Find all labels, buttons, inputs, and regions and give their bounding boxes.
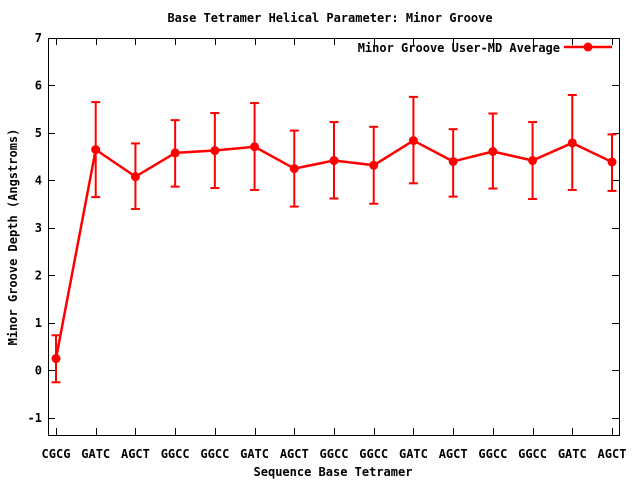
- data-point: [607, 157, 617, 167]
- x-tick-label: GATC: [240, 447, 269, 461]
- data-point: [448, 156, 458, 166]
- data-point: [51, 354, 61, 364]
- y-tick-label: 7: [35, 31, 42, 45]
- x-tick-label: GGCC: [359, 447, 388, 461]
- y-tick-label: 3: [35, 221, 42, 235]
- axis-ticks: [48, 38, 619, 435]
- x-tick-label: AGCT: [121, 447, 150, 461]
- legend-marker: [564, 42, 612, 52]
- x-tick-label: GGCC: [478, 447, 507, 461]
- x-tick-label: GATC: [81, 447, 110, 461]
- data-point: [170, 148, 180, 158]
- data-point: [210, 146, 220, 156]
- data-point: [528, 156, 538, 166]
- data-point: [91, 145, 101, 155]
- data-point: [369, 160, 379, 170]
- y-tick-label: 1: [35, 316, 42, 330]
- axis-tick-labels: -1 0 1 2 3 4 5 6 7 CGCG GATC AGCT GGCC GGCC GATC AGCT GG…: [28, 31, 627, 461]
- x-tick-label: GATC: [558, 447, 587, 461]
- data-point: [488, 146, 498, 156]
- legend-label: Minor Groove User-MD Average: [358, 41, 560, 55]
- x-tick-label: AGCT: [439, 447, 468, 461]
- x-tick-label: CGCG: [42, 447, 71, 461]
- y-axis-label: Minor Groove Depth (Angstroms): [6, 129, 20, 346]
- plot-frame: [48, 38, 620, 436]
- legend-point: [583, 42, 593, 52]
- data-point: [329, 156, 339, 166]
- y-tick-label: 2: [35, 268, 42, 282]
- x-tick-label: AGCT: [598, 447, 627, 461]
- x-tick-label: GATC: [399, 447, 428, 461]
- y-tick-label: 6: [35, 78, 42, 92]
- x-tick-label: GGCC: [161, 447, 190, 461]
- x-tick-label: GGCC: [518, 447, 547, 461]
- y-tick-label: 0: [35, 363, 42, 377]
- x-tick-label: AGCT: [280, 447, 309, 461]
- x-tick-label: GGCC: [320, 447, 349, 461]
- data-point: [408, 136, 418, 146]
- data-series: [51, 93, 617, 384]
- plot-title: Base Tetramer Helical Parameter: Minor G…: [167, 11, 492, 25]
- plot-border: [48, 38, 620, 436]
- data-point: [567, 138, 577, 148]
- x-tick-label: GGCC: [200, 447, 229, 461]
- y-tick-label: 4: [35, 173, 42, 187]
- y-tick-label: 5: [35, 126, 42, 140]
- data-point: [130, 172, 140, 182]
- data-point: [289, 164, 299, 174]
- y-tick-label: -1: [28, 411, 42, 425]
- x-axis-label: Sequence Base Tetramer: [254, 465, 413, 479]
- data-point: [250, 142, 260, 152]
